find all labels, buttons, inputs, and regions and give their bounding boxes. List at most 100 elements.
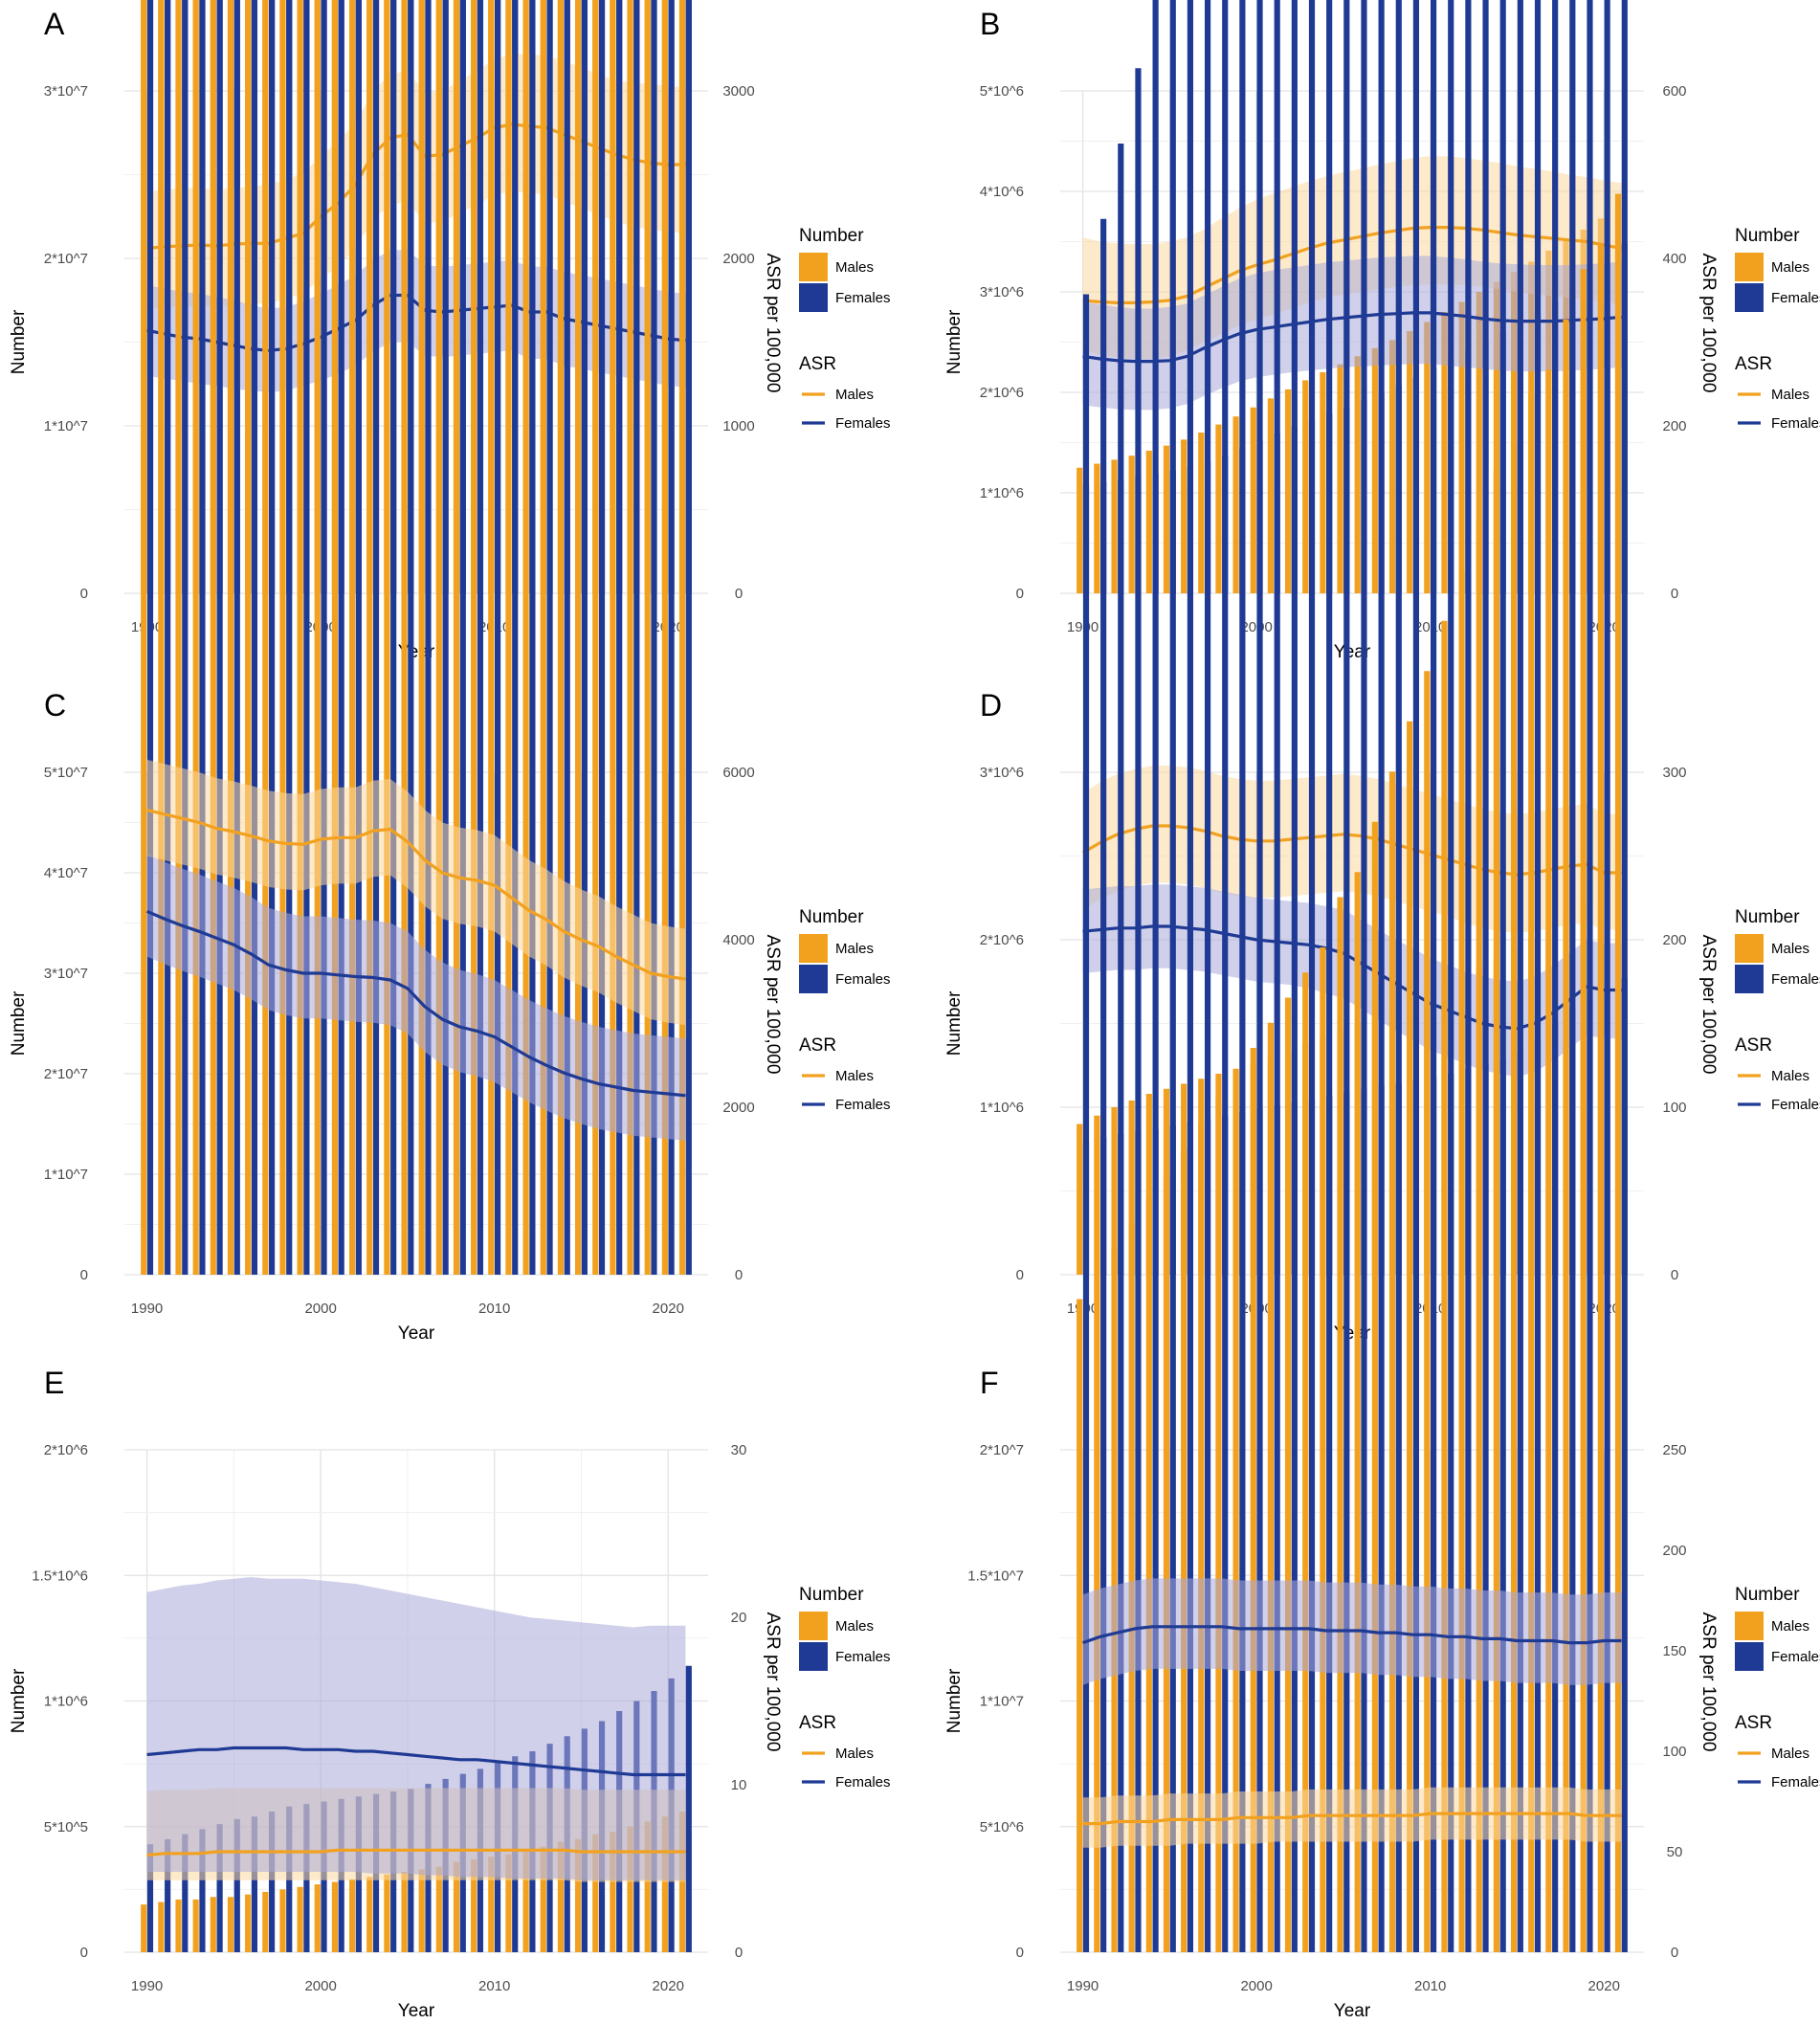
y-right-tick-label: 200: [1662, 1543, 1686, 1559]
bar-females: [1465, 0, 1472, 1952]
bar-males: [1232, 416, 1239, 593]
bar-females: [199, 0, 206, 1275]
bar-males: [610, 1832, 616, 1952]
y-left-tick-label: 0: [80, 1267, 88, 1283]
bar-males: [262, 1892, 269, 1952]
bar-males: [1441, 620, 1448, 1952]
bar-males: [331, 1881, 338, 1952]
bar-males: [418, 0, 425, 1275]
y-right-tick-label: 150: [1662, 1643, 1686, 1659]
bar-males: [366, 0, 373, 1275]
bar-males: [1302, 972, 1309, 1952]
y-right-axis-title: ASR per 100,000: [1698, 935, 1719, 1075]
bar-males: [471, 0, 477, 1275]
bar-males: [1267, 398, 1274, 593]
y-left-tick-label: 0: [1016, 1945, 1024, 1961]
bar-females: [425, 0, 432, 1275]
x-tick-label: 2020: [1588, 1978, 1620, 1994]
y-left-tick-label: 2*10^6: [980, 932, 1024, 948]
legend-label-males: Males: [835, 1068, 874, 1084]
bar-males: [1371, 821, 1378, 1952]
bar-males: [158, 1902, 165, 1952]
bar-females: [146, 0, 154, 1275]
legend-label-males: Males: [1771, 1068, 1809, 1084]
asr-line-females: [146, 1746, 686, 1777]
legend-label-females: Females: [835, 971, 891, 988]
bar-females: [512, 0, 519, 1275]
legend-label-females: Females: [1771, 1774, 1820, 1790]
bar-females: [1569, 0, 1576, 1952]
bar-females: [1534, 0, 1542, 1952]
y-left-axis-title: Number: [944, 990, 965, 1056]
legend-label-males: Males: [835, 259, 874, 276]
bar-males: [210, 1897, 216, 1952]
bar-females: [233, 1818, 240, 1952]
legend: Number Males Females ASR Males Females: [1735, 907, 1820, 1113]
legend-asr-title: ASR: [799, 1713, 836, 1733]
bar-females: [182, 1834, 189, 1952]
y-right-tick-label: 2000: [722, 251, 754, 267]
bar-males: [574, 1838, 582, 1952]
bar-males: [1163, 445, 1170, 593]
bar-males: [610, 0, 616, 1275]
legend-label-males: Males: [1771, 1618, 1809, 1635]
bar-males: [1493, 470, 1500, 1952]
legend-swatch-females: [1735, 283, 1764, 312]
y-left-axis-title: Number: [944, 1668, 965, 1733]
bar-males: [227, 0, 234, 1275]
bar-males: [1407, 330, 1413, 593]
bar-males: [1181, 1148, 1187, 1952]
bar-females: [685, 0, 692, 1275]
bar-males: [1128, 1101, 1135, 1275]
bar-males: [1371, 347, 1378, 593]
y-left-tick-label: 4*10^6: [980, 184, 1024, 200]
bar-females: [1118, 144, 1124, 1952]
y-right-tick-label: 20: [731, 1610, 747, 1626]
bar-females: [1135, 68, 1142, 1952]
bar-males: [418, 1869, 425, 1952]
bar-males: [557, 1841, 565, 1952]
bar-males: [453, 0, 460, 1275]
bar-females: [268, 0, 276, 1275]
y-right-tick-label: 2000: [722, 1100, 754, 1116]
y-left-tick-label: 0: [1016, 1267, 1024, 1283]
bar-females: [338, 0, 344, 1275]
bar-males: [1354, 872, 1361, 1952]
y-left-axis-title: Number: [9, 990, 29, 1056]
asr-band-males: [146, 759, 686, 1026]
panel-letter: D: [980, 688, 1002, 723]
bar-males: [279, 0, 286, 1275]
bar-males: [1528, 394, 1535, 1952]
y-left-tick-label: 5*10^7: [44, 765, 88, 781]
legend-swatch-males: [1735, 253, 1764, 281]
bar-males: [1458, 301, 1465, 593]
y-right-axis-title: ASR per 100,000: [1698, 254, 1719, 393]
legend-swatch-females: [799, 283, 828, 312]
bar-males: [227, 1897, 234, 1952]
bar-males: [1320, 372, 1326, 593]
panel-letter: B: [980, 7, 1000, 41]
bar-males: [435, 1866, 442, 1952]
x-axis-title: Year: [398, 2001, 435, 2019]
bar-males: [522, 0, 529, 1275]
bar-females: [1431, 0, 1437, 1952]
bar-females: [685, 1665, 692, 1952]
legend-swatch-males: [799, 253, 828, 281]
x-tick-label: 2010: [478, 1301, 510, 1317]
legend-swatch-females: [799, 965, 828, 993]
bar-males: [158, 0, 165, 1275]
bar-females: [321, 0, 327, 1275]
bar-females: [1448, 0, 1454, 1952]
bar-males: [384, 0, 390, 1275]
bar-females: [1256, 0, 1263, 1952]
bar-males: [1232, 1073, 1239, 1952]
bar-males: [1476, 520, 1482, 1952]
y-left-tick-label: 2*10^6: [980, 385, 1024, 401]
legend-label-females: Females: [835, 1097, 891, 1113]
legend-label-males: Males: [835, 1746, 874, 1762]
bar-males: [505, 0, 512, 1275]
bar-males: [592, 1834, 599, 1952]
y-left-tick-label: 1*10^6: [980, 1100, 1024, 1116]
legend: Number Males Females ASR Males Females: [1735, 226, 1820, 432]
